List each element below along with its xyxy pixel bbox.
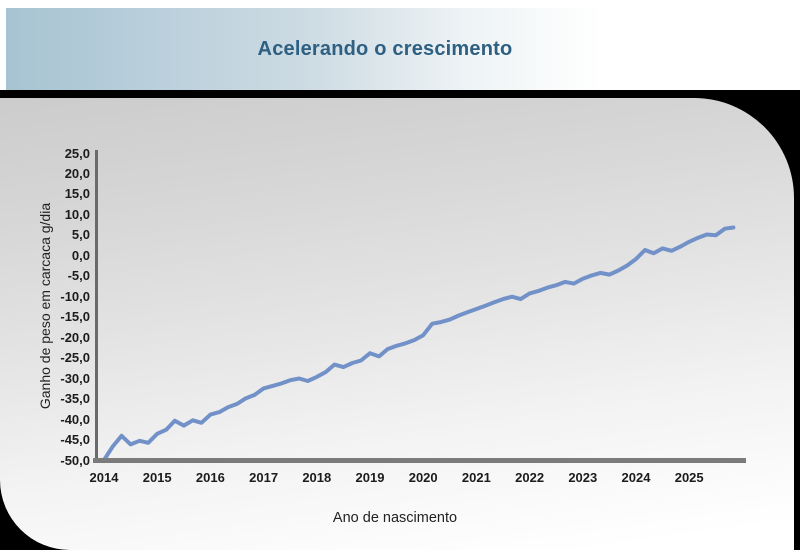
y-tick-label: 10,0 xyxy=(64,206,90,222)
y-tick-label: -20,0 xyxy=(60,329,90,345)
card-surround: 25,0 20,0 15,0 10,0 5,0 0,0 -5,0 -10,0 -15,0 -20,… xyxy=(0,90,800,550)
y-tick-label: -30,0 xyxy=(60,370,90,386)
line-chart: 25,0 20,0 15,0 10,0 5,0 0,0 -5,0 -10,0 -15,0 -20,… xyxy=(0,98,794,550)
x-tick-label: 2018 xyxy=(302,470,332,485)
x-tick-label: 2021 xyxy=(461,470,491,485)
x-tick-label: 2014 xyxy=(89,470,119,485)
y-tick-label: -50,0 xyxy=(60,452,90,468)
x-tick-label: 2020 xyxy=(408,470,438,485)
y-tick-label: -40,0 xyxy=(60,411,90,427)
y-tick-label: -15,0 xyxy=(60,309,90,325)
header-band: Acelerando o crescimento xyxy=(6,8,800,90)
y-tick-label: 0,0 xyxy=(71,247,90,263)
x-tick-label: 2015 xyxy=(142,470,172,485)
y-tick-label: 25,0 xyxy=(64,145,90,161)
trend-line xyxy=(102,225,736,462)
x-axis-line xyxy=(93,458,746,463)
y-tick-label: 20,0 xyxy=(64,165,90,181)
x-tick-label: 2023 xyxy=(568,470,598,485)
y-tick-label: -5,0 xyxy=(67,268,90,284)
x-tick-label: 2019 xyxy=(355,470,385,485)
y-tick-label: -10,0 xyxy=(60,288,90,304)
y-tick-label: -35,0 xyxy=(60,391,90,407)
y-axis-line xyxy=(95,150,98,462)
x-tick-label: 2017 xyxy=(249,470,279,485)
y-tick-label: -45,0 xyxy=(60,432,90,448)
chart-card: 25,0 20,0 15,0 10,0 5,0 0,0 -5,0 -10,0 -15,0 -20,… xyxy=(0,98,794,550)
x-tick-label: 2025 xyxy=(674,470,704,485)
y-axis-title: Ganho de peso em carcaca g/dia xyxy=(37,202,53,410)
y-tick-label: 5,0 xyxy=(71,227,90,243)
y-tick-label: 15,0 xyxy=(64,186,90,202)
trend-line-chart xyxy=(102,225,736,462)
x-tick-label: 2024 xyxy=(621,470,651,485)
x-tick-label: 2022 xyxy=(515,470,545,485)
x-axis-title: Ano de nascimento xyxy=(332,510,458,526)
x-tick-label: 2016 xyxy=(195,470,225,485)
chart-title: Acelerando o crescimento xyxy=(257,37,513,60)
y-tick-label: -25,0 xyxy=(60,350,90,366)
